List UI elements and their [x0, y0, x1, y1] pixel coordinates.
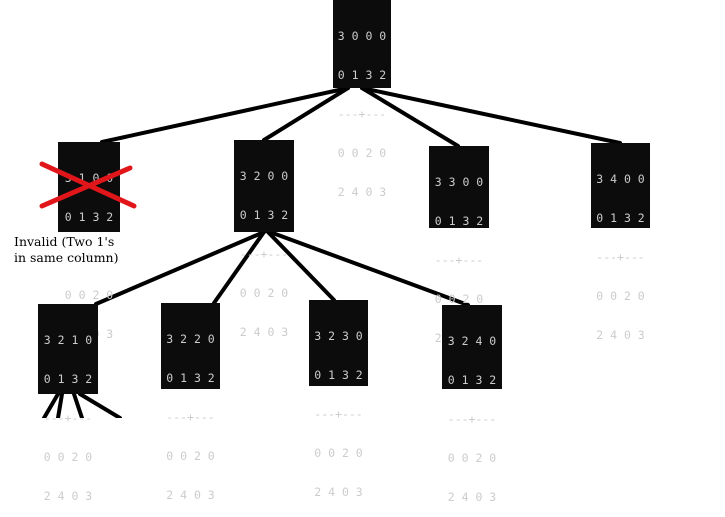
edge-3200-to-3240 [268, 230, 470, 307]
invalid-note: Invalid (Two 1's in same column) [14, 234, 124, 266]
node-row: 0 0 2 0 [596, 289, 645, 303]
edge-3210-child-3 [72, 392, 84, 418]
tree-edges [42, 86, 622, 418]
node-row: 0 0 2 0 [43, 450, 93, 464]
invalid-cross-icon [39, 161, 137, 209]
tree-node-3400: 3 4 0 0 0 1 3 2 ---+--- 0 0 2 0 2 4 0 3 [591, 143, 650, 342]
edge-root-to-3100 [100, 86, 350, 144]
node-row: 0 1 3 2 [447, 373, 497, 387]
tree-node-3220: 3 2 2 0 0 1 3 2 ---+--- 0 0 2 0 2 4 0 3 [161, 303, 220, 502]
node-row: ---+--- [314, 407, 363, 421]
node-row: 0 1 3 2 [314, 368, 363, 382]
node-row: 2 4 0 3 [314, 485, 363, 499]
node-row: 3 3 0 0 [434, 175, 484, 189]
node-row: ---+--- [43, 411, 93, 425]
node-row: 0 1 3 2 [434, 214, 484, 228]
edge-3200-to-3210 [94, 230, 266, 306]
edge-root-to-3300 [360, 86, 460, 148]
node-row: 3 2 1 0 [43, 333, 93, 347]
edge-3200-to-3230 [266, 230, 336, 302]
invalid-note-line-2: in same column) [14, 250, 119, 265]
node-row: 2 4 0 3 [43, 489, 93, 503]
node-row: 0 1 3 2 [43, 372, 93, 386]
tree-node-3210: 3 2 1 0 0 1 3 2 ---+--- 0 0 2 0 2 4 0 3 [38, 304, 98, 503]
edge-3210-child-4 [78, 392, 122, 418]
node-row: 3 2 3 0 [314, 329, 363, 343]
node-row: ---+--- [64, 249, 114, 263]
tree-node-root: 3 0 0 0 0 1 3 2 ---+--- 0 0 2 0 2 4 0 3 [333, 0, 391, 199]
node-row: 2 4 0 3 [596, 328, 645, 342]
node-row: 3 2 0 0 [239, 169, 289, 183]
node-row: 0 1 3 2 [239, 208, 289, 222]
node-row: 2 4 0 3 [447, 490, 497, 504]
node-row: 2 4 0 3 [166, 488, 215, 502]
node-row: 0 0 2 0 [434, 292, 484, 306]
edge-3200-to-3220 [212, 230, 266, 305]
tree-node-3240: 3 2 4 0 0 1 3 2 ---+--- 0 0 2 0 2 4 0 3 [442, 305, 502, 504]
node-row: 0 1 3 2 [596, 211, 645, 225]
node-row: 0 0 2 0 [166, 449, 215, 463]
node-row: ---+--- [434, 253, 484, 267]
edge-root-to-3400 [360, 86, 622, 145]
node-row: 0 1 3 2 [166, 371, 215, 385]
node-row: 3 0 0 0 [337, 29, 387, 43]
node-row: 0 1 3 2 [337, 68, 387, 82]
node-row: 2 4 0 3 [337, 185, 387, 199]
tree-node-3300: 3 3 0 0 0 1 3 2 ---+--- 0 0 2 0 2 4 0 3 [429, 146, 489, 345]
node-row: 0 0 2 0 [337, 146, 387, 160]
node-row: 0 0 2 0 [314, 446, 363, 460]
node-row: 2 4 0 3 [239, 325, 289, 339]
invalid-note-line-1: Invalid (Two 1's [14, 234, 115, 249]
node-row: ---+--- [447, 412, 497, 426]
node-row: 3 2 4 0 [447, 334, 497, 348]
node-row: 0 1 3 2 [64, 210, 114, 224]
node-row: ---+--- [239, 247, 289, 261]
node-row: 3 2 2 0 [166, 332, 215, 346]
node-row: 0 0 2 0 [239, 286, 289, 300]
tree-node-3200: 3 2 0 0 0 1 3 2 ---+--- 0 0 2 0 2 4 0 3 [234, 140, 294, 339]
tree-node-3230: 3 2 3 0 0 1 3 2 ---+--- 0 0 2 0 2 4 0 3 [309, 300, 368, 499]
node-row: 0 0 2 0 [64, 288, 114, 302]
node-row: ---+--- [337, 107, 387, 121]
edge-root-to-3200 [262, 86, 350, 142]
node-row: 3 4 0 0 [596, 172, 645, 186]
edge-3210-child-1 [42, 392, 60, 418]
node-row: 0 0 2 0 [447, 451, 497, 465]
node-row: ---+--- [596, 250, 645, 264]
edge-3210-child-2 [56, 392, 64, 418]
